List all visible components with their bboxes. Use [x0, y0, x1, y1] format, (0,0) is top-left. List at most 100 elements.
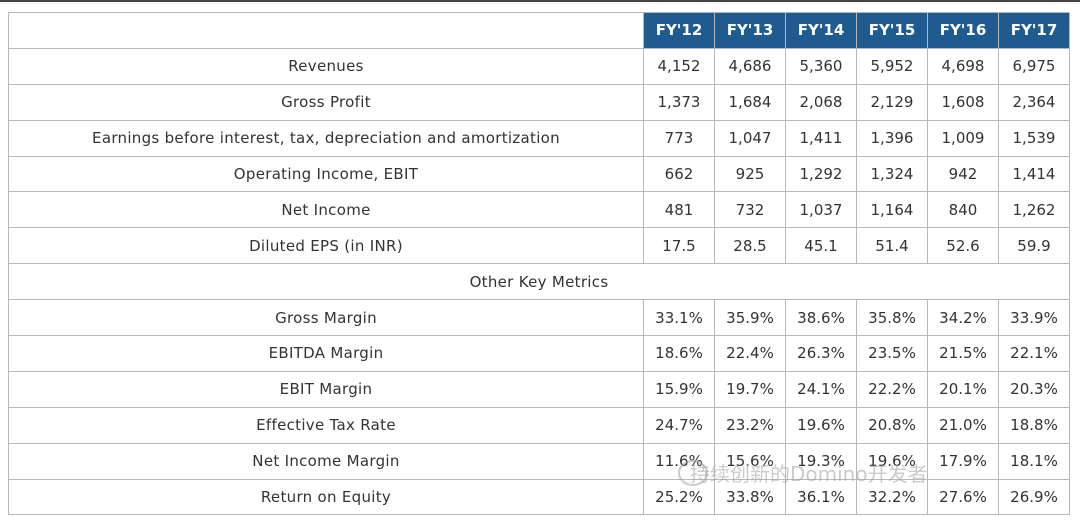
- cell-value: 1,047: [714, 119, 786, 157]
- header-blank: [8, 12, 644, 49]
- table-row: Other Key Metrics: [8, 263, 1070, 301]
- cell-value: 20.1%: [927, 370, 999, 408]
- cell-value: 24.1%: [785, 370, 857, 408]
- cell-value: 23.2%: [714, 406, 786, 444]
- row-label: Gross Margin: [8, 299, 644, 337]
- cell-value: 35.8%: [856, 299, 928, 337]
- table-row: Diluted EPS (in INR) 17.5 28.5 45.1 51.4 52.6…: [8, 227, 1070, 265]
- row-label: Return on Equity: [8, 478, 644, 516]
- column-header: FY'15: [856, 12, 928, 49]
- cell-value: 5,952: [856, 47, 928, 85]
- table-row: Gross Margin 33.1% 35.9% 38.6% 35.8% 34.2% 33.…: [8, 299, 1070, 337]
- cell-value: 20.8%: [856, 406, 928, 444]
- cell-value: 18.6%: [643, 335, 715, 372]
- cell-value: 1,539: [998, 119, 1070, 157]
- cell-value: 33.8%: [714, 478, 786, 516]
- row-label: EBITDA Margin: [8, 335, 644, 372]
- cell-value: 23.5%: [856, 335, 928, 372]
- cell-value: 1,037: [785, 191, 857, 229]
- row-label: Operating Income, EBIT: [8, 155, 644, 193]
- cell-value: 25.2%: [643, 478, 715, 516]
- table-row: EBITDA Margin 18.6% 22.4% 26.3% 23.5% 21.5% 22…: [8, 335, 1070, 372]
- cell-value: 19.6%: [785, 406, 857, 444]
- cell-value: 19.3%: [785, 442, 857, 480]
- cell-value: 22.4%: [714, 335, 786, 372]
- column-header: FY'16: [927, 12, 999, 49]
- cell-value: 1,292: [785, 155, 857, 193]
- section-header: Other Key Metrics: [8, 263, 1070, 301]
- cell-value: 18.8%: [998, 406, 1070, 444]
- cell-value: 1,684: [714, 83, 786, 121]
- cell-value: 5,360: [785, 47, 857, 85]
- cell-value: 2,129: [856, 83, 928, 121]
- cell-value: 26.3%: [785, 335, 857, 372]
- column-header: FY'14: [785, 12, 857, 49]
- cell-value: 1,009: [927, 119, 999, 157]
- cell-value: 38.6%: [785, 299, 857, 337]
- cell-value: 1,324: [856, 155, 928, 193]
- cell-value: 22.1%: [998, 335, 1070, 372]
- cell-value: 942: [927, 155, 999, 193]
- cell-value: 32.2%: [856, 478, 928, 516]
- watermark: 持续创新的Domino开发者: [690, 462, 928, 486]
- cell-value: 28.5: [714, 227, 786, 265]
- cell-value: 481: [643, 191, 715, 229]
- cell-value: 18.1%: [998, 442, 1070, 480]
- column-header: FY'17: [998, 12, 1070, 49]
- row-label: Diluted EPS (in INR): [8, 227, 644, 265]
- cell-value: 21.5%: [927, 335, 999, 372]
- cell-value: 24.7%: [643, 406, 715, 444]
- row-label: EBIT Margin: [8, 370, 644, 408]
- cell-value: 1,373: [643, 83, 715, 121]
- cell-value: 773: [643, 119, 715, 157]
- cell-value: 1,411: [785, 119, 857, 157]
- cell-value: 52.6: [927, 227, 999, 265]
- row-label: Earnings before interest, tax, depreciat…: [8, 119, 644, 157]
- cell-value: 1,164: [856, 191, 928, 229]
- cell-value: 22.2%: [856, 370, 928, 408]
- cell-value: 33.1%: [643, 299, 715, 337]
- table-row: Return on Equity 25.2% 33.8% 36.1% 32.2% 27.6…: [8, 478, 1070, 516]
- cell-value: 925: [714, 155, 786, 193]
- cell-value: 6,975: [998, 47, 1070, 85]
- cell-value: 51.4: [856, 227, 928, 265]
- top-border: [0, 0, 1080, 2]
- row-label: Gross Profit: [8, 83, 644, 121]
- cell-value: 36.1%: [785, 478, 857, 516]
- column-header: FY'12: [643, 12, 715, 49]
- cell-value: 1,396: [856, 119, 928, 157]
- watermark-icon: [678, 460, 708, 486]
- row-label: Net Income: [8, 191, 644, 229]
- header-row: FY'12 FY'13 FY'14 FY'15 FY'16 FY'17: [8, 12, 1070, 49]
- table-row: EBIT Margin 15.9% 19.7% 24.1% 22.2% 20.1% 20.3…: [8, 370, 1070, 408]
- cell-value: 1,608: [927, 83, 999, 121]
- cell-value: 34.2%: [927, 299, 999, 337]
- cell-value: 26.9%: [998, 478, 1070, 516]
- cell-value: 1,414: [998, 155, 1070, 193]
- cell-value: 4,686: [714, 47, 786, 85]
- cell-value: 27.6%: [927, 478, 999, 516]
- cell-value: 2,068: [785, 83, 857, 121]
- cell-value: 21.0%: [927, 406, 999, 444]
- cell-value: 19.7%: [714, 370, 786, 408]
- row-label: Effective Tax Rate: [8, 406, 644, 444]
- table-row: Revenues 4,152 4,686 5,360 5,952 4,698 6,975: [8, 47, 1070, 85]
- cell-value: 33.9%: [998, 299, 1070, 337]
- cell-value: 20.3%: [998, 370, 1070, 408]
- column-header: FY'13: [714, 12, 786, 49]
- cell-value: 15.9%: [643, 370, 715, 408]
- table-row: Operating Income, EBIT 662 925 1,292 1,324 94…: [8, 155, 1070, 193]
- cell-value: 732: [714, 191, 786, 229]
- cell-value: 35.9%: [714, 299, 786, 337]
- row-label: Revenues: [8, 47, 644, 85]
- table-row: Net Income Margin 11.6% 15.6% 19.3% 19.6% 17.…: [8, 442, 1070, 480]
- cell-value: 4,698: [927, 47, 999, 85]
- row-label: Net Income Margin: [8, 442, 644, 480]
- cell-value: 4,152: [643, 47, 715, 85]
- cell-value: 17.9%: [927, 442, 999, 480]
- cell-value: 2,364: [998, 83, 1070, 121]
- table-row: Earnings before interest, tax, depreciat…: [8, 119, 1070, 157]
- cell-value: 17.5: [643, 227, 715, 265]
- table-row: Effective Tax Rate 24.7% 23.2% 19.6% 20.8% 21…: [8, 406, 1070, 444]
